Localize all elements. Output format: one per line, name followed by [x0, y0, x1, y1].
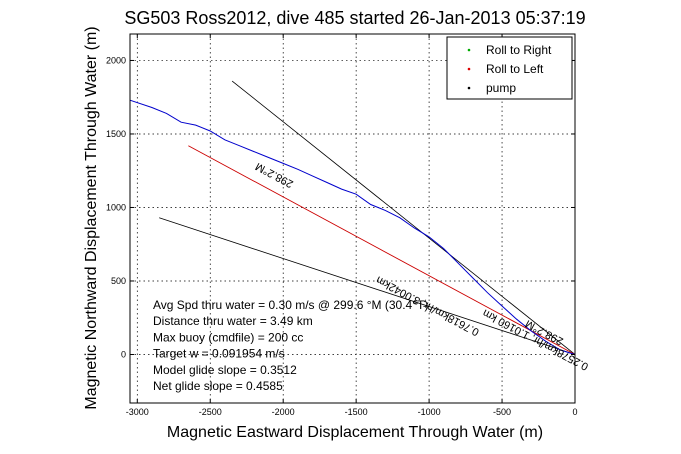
x-tick-label: -500 — [493, 407, 511, 417]
track-annotation: 0.2578km/hr, 1.0160 km — [481, 306, 591, 372]
info-text-block: Avg Spd thru water = 0.30 m/s @ 299.6 °M… — [153, 298, 428, 393]
x-tick-label: -3000 — [126, 407, 149, 417]
legend-label: Roll to Left — [486, 62, 544, 76]
x-tick-label: -1500 — [345, 407, 368, 417]
info-line: Model glide slope = 0.3512 — [153, 363, 297, 377]
legend-marker — [467, 86, 471, 90]
axis-ticks: -3000 -2500 -2000 -1500 -1000 -500 0 0 500 1000 15… — [106, 34, 578, 417]
y-tick-label: 2000 — [106, 55, 126, 65]
y-tick-label: 1500 — [106, 129, 126, 139]
x-tick-label: 0 — [572, 407, 577, 417]
reference-line-2 — [159, 217, 576, 355]
series-layer — [129, 99, 576, 355]
info-line: Avg Spd thru water = 0.30 m/s @ 299.6 °M… — [153, 298, 428, 312]
info-line: Distance thru water = 3.49 km — [153, 314, 313, 328]
legend-label: pump — [486, 81, 516, 95]
y-tick-label: 500 — [111, 276, 126, 286]
info-line: Net glide slope = 0.4585 — [153, 379, 283, 393]
legend-label: Roll to Right — [486, 43, 552, 57]
legend-items: Roll to Right Roll to Left pump — [467, 43, 552, 95]
y-tick-label: 1000 — [106, 202, 126, 212]
info-line: Target w = 0.091954 m/s — [153, 347, 285, 361]
info-line: Max buoy (cmdfile) = 200 cc — [153, 330, 303, 344]
track-annotation: 298.2°M — [254, 160, 296, 190]
y-tick-label: 0 — [121, 349, 126, 359]
annotations: 298.2°M0.7618km/hr, 3.0042km 298.2°M0.257… — [254, 160, 591, 373]
dive-track-line — [129, 99, 576, 355]
chart-title: SG503 Ross2012, dive 485 started 26-Jan-… — [124, 8, 585, 28]
legend: Roll to Right Roll to Left pump — [446, 36, 573, 100]
x-axis-label: Magnetic Eastward Displacement Through W… — [167, 424, 543, 441]
x-tick-label: -1000 — [418, 407, 441, 417]
reference-lines — [159, 80, 576, 355]
plot-frame — [129, 33, 576, 404]
x-tick-label: -2000 — [272, 407, 295, 417]
mean-track-line — [188, 145, 576, 355]
y-axis-label: Magnetic Northward Displacement Through … — [83, 26, 100, 409]
reference-line-1 — [231, 80, 576, 355]
legend-marker — [467, 48, 471, 52]
x-tick-label: -2500 — [199, 407, 222, 417]
legend-box — [446, 36, 573, 100]
legend-marker — [467, 67, 471, 71]
